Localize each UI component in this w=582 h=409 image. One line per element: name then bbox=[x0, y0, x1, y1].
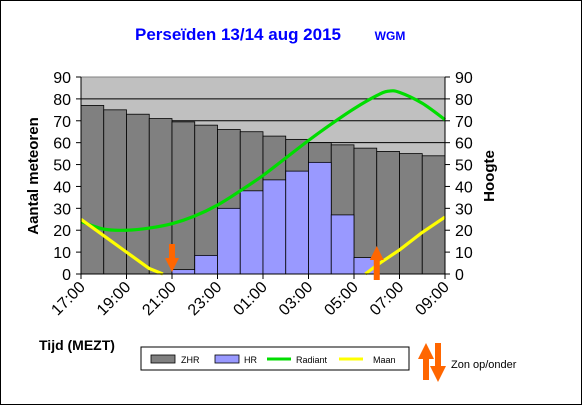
y-tick-label: 90 bbox=[53, 70, 71, 87]
bar-zhr bbox=[148, 118, 173, 275]
y-tick-label: 30 bbox=[53, 201, 71, 218]
x-tick-label: 03:00 bbox=[276, 279, 316, 319]
maan-line bbox=[80, 217, 164, 276]
legend-swatch-hr bbox=[214, 354, 240, 364]
y-tick-label: 70 bbox=[53, 114, 71, 131]
y2-tick-label: 50 bbox=[455, 158, 473, 175]
radiant-line bbox=[80, 89, 446, 232]
x-tick-label: 07:00 bbox=[367, 279, 407, 319]
x-tick-label: 05:00 bbox=[321, 279, 361, 319]
y-tick-label: 40 bbox=[53, 179, 71, 196]
bar-hr bbox=[171, 269, 196, 275]
legend-sun-arrows-icon bbox=[418, 343, 446, 382]
y2-tick-label: 80 bbox=[455, 92, 473, 109]
chart-subtitle: WGM bbox=[375, 29, 406, 43]
sun-up-arrow-icon bbox=[369, 246, 384, 280]
maan-line bbox=[364, 215, 446, 276]
y2-tick-label: 90 bbox=[455, 70, 473, 87]
chart-title: Perseïden 13/14 aug 2015 bbox=[135, 25, 341, 44]
bar-hr bbox=[330, 214, 355, 275]
bar-hr bbox=[217, 207, 241, 275]
bar-zhr bbox=[399, 153, 423, 275]
y-axis-label: Aantal meteoren bbox=[25, 117, 42, 235]
y-tick-label: 20 bbox=[53, 223, 71, 240]
y-tick-label: 10 bbox=[53, 245, 71, 262]
y-tick-label: 60 bbox=[53, 136, 71, 153]
y2-tick-label: 20 bbox=[455, 223, 473, 240]
legend-label-zhr: ZHR bbox=[181, 355, 200, 365]
bar-zhr bbox=[194, 124, 218, 275]
bar-zhr bbox=[171, 121, 196, 275]
y2-tick-label: 30 bbox=[455, 201, 473, 218]
sun-arrows bbox=[165, 244, 384, 280]
y2-tick-label: 70 bbox=[455, 114, 473, 131]
y2-tick-label: 40 bbox=[455, 179, 473, 196]
legend-label-radiant: Radiant bbox=[296, 355, 328, 365]
bar-zhr bbox=[421, 155, 446, 275]
bar-hr bbox=[285, 170, 309, 275]
x-tick-label: 21:00 bbox=[139, 279, 179, 319]
legend-swatch-zhr bbox=[150, 354, 176, 364]
sun-down-arrow-icon bbox=[165, 244, 179, 272]
bar-hr bbox=[194, 254, 218, 275]
x-tick-label: 09:00 bbox=[412, 279, 452, 319]
y2-tick-label: 60 bbox=[455, 136, 473, 153]
y-tick-label: 50 bbox=[53, 158, 71, 175]
x-tick-label: 19:00 bbox=[94, 279, 134, 319]
lines bbox=[80, 89, 446, 276]
bar-zhr bbox=[80, 105, 105, 275]
x-tick-label: 01:00 bbox=[230, 279, 270, 319]
x-tick-label: 23:00 bbox=[185, 279, 225, 319]
bar-zhr bbox=[126, 113, 150, 275]
y2-tick-label: 0 bbox=[455, 267, 464, 284]
y-tick-label: 80 bbox=[53, 92, 71, 109]
bar-hr bbox=[262, 179, 287, 275]
legend-label-maan: Maan bbox=[373, 355, 396, 365]
y2-axis-label: Hoogte bbox=[481, 150, 498, 202]
x-tick-label: 17:00 bbox=[48, 279, 88, 319]
y-tick-label: 0 bbox=[62, 267, 71, 284]
bar-hr bbox=[353, 257, 378, 275]
bar-hr bbox=[308, 161, 332, 275]
bar-hr bbox=[239, 190, 264, 275]
legend-sun-label: Zon op/onder bbox=[451, 359, 517, 371]
x-axis-label: Tijd (MEZT) bbox=[39, 337, 115, 353]
y2-tick-label: 10 bbox=[455, 245, 473, 262]
legend-label-hr: HR bbox=[244, 355, 257, 365]
